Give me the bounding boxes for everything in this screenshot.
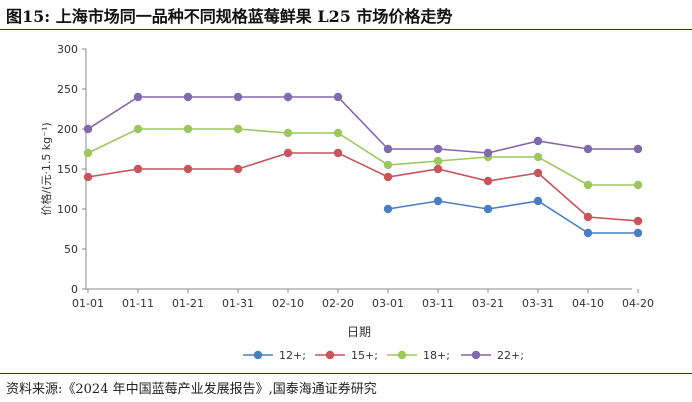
series-line [387,200,638,234]
data-point [133,164,143,174]
data-point [83,148,93,158]
data-point [83,124,93,134]
x-tick-label: 02-10 [272,297,304,310]
legend-marker [253,350,263,360]
title-bar: 图15: 上海市场同一品种不同规格蓝莓鲜果 L25 市场价格走势 [0,0,692,30]
series-line [87,128,638,186]
y-tick-label: 250 [57,83,78,96]
data-point [133,124,143,134]
data-point [483,176,493,186]
x-tick-label: 03-01 [372,297,404,310]
source-note: 资料来源:《2024 年中国蓝莓产业发展报告》,国泰海通证券研究 [6,382,377,397]
x-tick-label: 01-11 [122,297,154,310]
data-point [533,196,543,206]
data-point [583,212,593,222]
data-point [333,92,343,102]
data-point [633,144,643,154]
data-point [283,148,293,158]
data-point [133,92,143,102]
data-point [383,204,393,214]
data-point [333,128,343,138]
y-tick-label: 200 [57,123,78,136]
data-point [283,92,293,102]
legend-marker [325,350,335,360]
legend-item-3: 18+; [387,349,450,362]
series-4 [83,92,643,158]
legend-marker [397,350,407,360]
data-point [533,168,543,178]
data-point [583,228,593,238]
data-point [233,164,243,174]
data-point [483,204,493,214]
data-point [283,128,293,138]
data-point [233,92,243,102]
legend-item-1: 12+; [243,349,306,362]
data-point [433,164,443,174]
legend-label: 22+; [497,349,524,362]
data-point [183,92,193,102]
legend-label: 15+; [351,349,378,362]
series-3 [83,124,643,190]
legend-label: 12+; [279,349,306,362]
data-point [83,172,93,182]
y-axis-label: 价格/(元·1.5 kg⁻¹) [39,122,53,215]
legend-item-4: 22+; [461,349,524,362]
data-point [533,136,543,146]
x-tick-label: 01-31 [222,297,254,310]
data-point [533,152,543,162]
data-point [633,216,643,226]
x-axis-label: 日期 [347,325,371,339]
x-tick-label: 03-31 [522,297,554,310]
data-point [383,172,393,182]
source-bar: 资料来源:《2024 年中国蓝莓产业发展报告》,国泰海通证券研究 [0,373,692,402]
data-point [583,180,593,190]
x-tick-label: 03-21 [472,297,504,310]
data-point [183,164,193,174]
series-line [87,152,639,222]
data-point [433,156,443,166]
data-point [433,144,443,154]
series-2 [83,148,643,226]
data-point [383,160,393,170]
legend-item-2: 15+; [315,349,378,362]
x-tick-label: 04-10 [572,297,604,310]
data-point [633,228,643,238]
data-point [633,180,643,190]
data-point [383,144,393,154]
data-point [433,196,443,206]
data-point [233,124,243,134]
x-tick-label: 04-20 [622,297,654,310]
data-point [583,144,593,154]
line-chart: 0 50 100 150 200 250 300 01-01 01-11 01-21 01-31 02… [39,43,654,362]
x-tick-label: 02-20 [322,297,354,310]
y-tick-label: 0 [71,283,78,296]
data-point [483,148,493,158]
series-line [87,96,638,154]
y-tick-label: 100 [57,203,78,216]
y-tick-label: 300 [57,43,78,56]
legend-marker [471,350,481,360]
y-tick-label: 150 [57,163,78,176]
data-point [333,148,343,158]
figure-title: 图15: 上海市场同一品种不同规格蓝莓鲜果 L25 市场价格走势 [6,7,453,26]
legend-label: 18+; [423,349,450,362]
x-tick-label: 03-11 [422,297,454,310]
series-1 [383,196,643,238]
x-tick-label: 01-21 [172,297,204,310]
data-point [183,124,193,134]
x-tick-label: 01-01 [72,297,104,310]
y-tick-label: 50 [64,243,78,256]
